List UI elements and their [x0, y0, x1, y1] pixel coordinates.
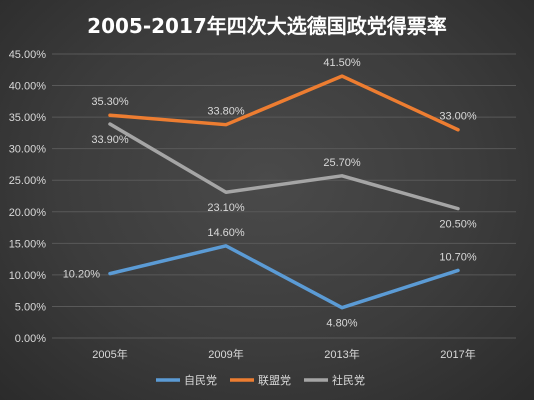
- data-label: 33.00%: [439, 111, 477, 123]
- data-label: 10.70%: [439, 251, 477, 263]
- y-axis: 0.00% 5.00% 10.00% 15.00% 20.00% 25.00% 30.00%…: [9, 49, 47, 345]
- y-tick-label: 40.00%: [9, 81, 47, 93]
- series-line: [108, 122, 460, 211]
- data-label: 35.30%: [91, 96, 129, 108]
- data-label: 20.50%: [439, 219, 477, 231]
- y-tick-label: 10.00%: [9, 270, 47, 282]
- data-label: 33.90%: [91, 134, 129, 146]
- y-tick-label: 5.00%: [15, 301, 46, 313]
- data-label: 25.70%: [323, 157, 361, 169]
- chart-title: 2005-2017年四次大选德国政党得票率: [87, 14, 447, 38]
- x-tick-label: 2009年: [208, 347, 243, 361]
- data-label: 23.10%: [207, 202, 245, 214]
- legend-label: 自民党: [184, 374, 217, 387]
- series-line: [108, 74, 460, 132]
- data-label: 33.80%: [207, 106, 245, 118]
- series-lines: [108, 74, 460, 310]
- y-tick-label: 45.00%: [9, 49, 47, 61]
- data-labels: 10.20% 14.60% 4.80% 10.70% 35.30% 33.80% 41.50…: [63, 57, 477, 330]
- data-label: 10.20%: [63, 269, 101, 281]
- y-tick-label: 35.00%: [9, 112, 47, 124]
- data-label: 14.60%: [207, 227, 245, 239]
- legend-label: 社民党: [332, 373, 365, 387]
- legend: 自民党 联盟党 社民党: [156, 373, 365, 387]
- data-label: 41.50%: [323, 57, 361, 69]
- y-tick-label: 25.00%: [9, 175, 47, 187]
- y-tick-label: 20.00%: [9, 207, 47, 219]
- gridlines: [52, 53, 516, 339]
- legend-label: 联盟党: [258, 374, 291, 387]
- x-tick-label: 2005年: [92, 347, 127, 361]
- y-tick-label: 30.00%: [9, 144, 47, 156]
- x-tick-label: 2017年: [440, 347, 475, 361]
- y-tick-label: 0.00%: [15, 333, 46, 345]
- y-tick-label: 15.00%: [9, 238, 47, 250]
- x-axis: 2005年 2009年 2013年 2017年: [92, 347, 475, 361]
- series-line: [108, 244, 460, 310]
- x-tick-label: 2013年: [324, 347, 359, 361]
- data-label: 4.80%: [326, 318, 357, 330]
